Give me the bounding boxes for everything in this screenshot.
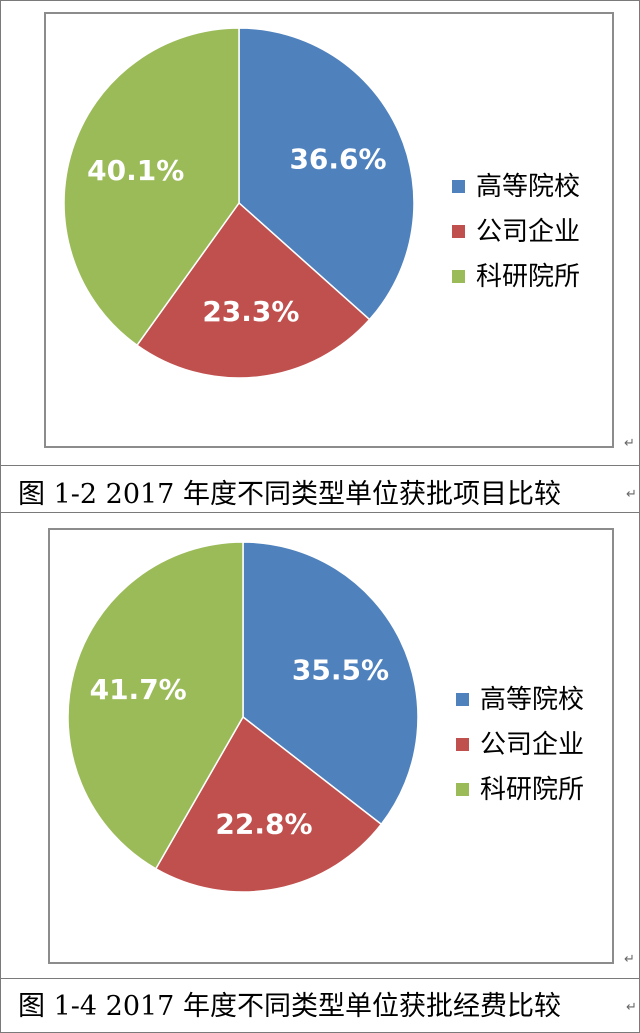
pie-slice-label-0: 35.5%: [292, 653, 389, 686]
paragraph-mark: ↵: [624, 436, 635, 451]
legend-label: 科研院所: [480, 775, 585, 805]
chart-1-pie: 36.6% 23.3% 40.1%: [63, 27, 415, 379]
legend-swatch: [452, 225, 465, 238]
pie-slice-0: [238, 27, 415, 321]
legend-label: 高等院校: [476, 172, 581, 202]
legend-swatch: [456, 738, 469, 751]
pie-slice-1: [154, 715, 383, 893]
pie-slice-label-1: 23.3%: [202, 295, 299, 328]
figure-caption: 图 1-2 2017 年度不同类型单位获批项目比较: [18, 479, 561, 510]
chart-1-frame: 36.6% 23.3% 40.1% 高等院校 公司企业 科研院所: [44, 12, 614, 448]
pie-slice-0: [242, 541, 419, 826]
figure-caption: 图 1-4 2017 年度不同类型单位获批经费比较: [18, 991, 561, 1022]
pie-slice-2: [63, 27, 240, 347]
pie-slice-label-1: 22.8%: [215, 807, 312, 840]
chart-1-legend: 高等院校 公司企业 科研院所: [452, 170, 612, 292]
pie-slice-1: [135, 201, 371, 379]
legend-label: 科研院所: [476, 262, 581, 292]
paragraph-mark: ↵: [626, 1000, 637, 1015]
chart-2-pie: 35.5% 22.8% 41.7%: [67, 541, 419, 893]
legend-swatch: [456, 783, 469, 796]
chart-2-frame: 35.5% 22.8% 41.7% 高等院校 公司企业 科研院所: [48, 528, 614, 964]
pie-slice-2: [67, 541, 244, 870]
pie-slice-label-0: 36.6%: [289, 143, 386, 176]
legend-swatch: [456, 693, 469, 706]
pie-slice-label-2: 40.1%: [87, 154, 184, 187]
paragraph-mark: ↵: [624, 952, 635, 967]
legend-label: 高等院校: [480, 685, 585, 715]
legend-label: 公司企业: [480, 730, 585, 760]
legend-swatch: [452, 270, 465, 283]
chart-2-legend: 高等院校 公司企业 科研院所: [456, 683, 616, 805]
table-row-divider: [0, 978, 640, 979]
table-row-divider: [0, 512, 640, 513]
pie-slice-label-2: 41.7%: [90, 673, 187, 706]
legend-label: 公司企业: [476, 217, 581, 247]
table-row-divider: [0, 465, 640, 466]
paragraph-mark: ↵: [626, 487, 637, 502]
legend-swatch: [452, 180, 465, 193]
